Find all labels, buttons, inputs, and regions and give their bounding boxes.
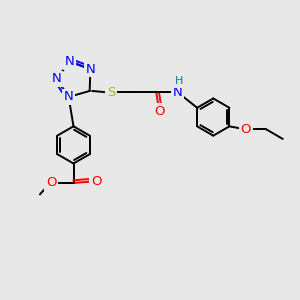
Text: N: N [85,63,95,76]
Text: N: N [65,55,75,68]
Text: O: O [91,175,101,188]
Text: H: H [175,76,184,86]
Text: O: O [241,123,251,136]
Text: O: O [46,176,56,190]
Text: N: N [173,86,183,99]
Text: S: S [107,86,116,99]
Text: O: O [154,105,164,118]
Text: N: N [52,72,61,86]
Text: N: N [64,91,74,103]
